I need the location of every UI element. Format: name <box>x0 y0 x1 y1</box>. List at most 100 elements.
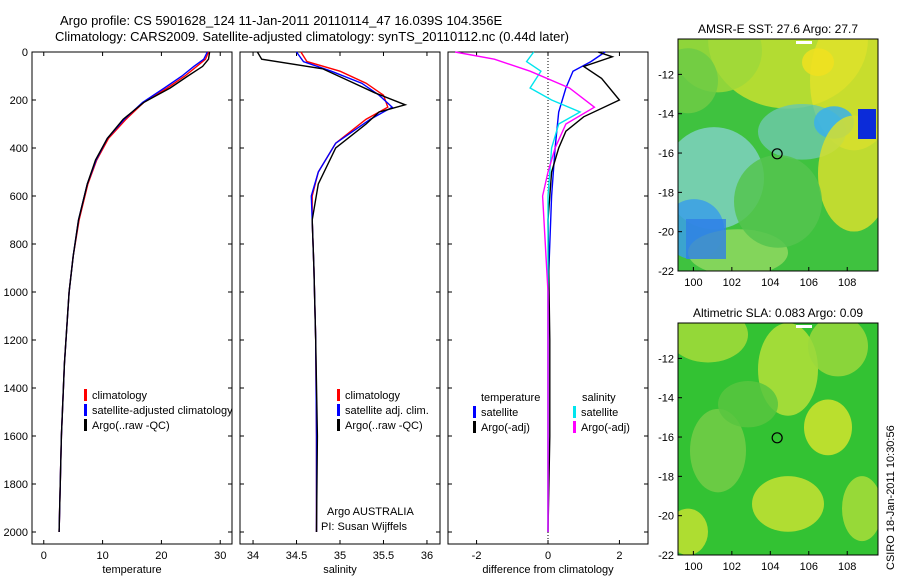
series-line-argo-raw-qc- <box>58 51 211 533</box>
x-tick-label: -2 <box>472 550 482 562</box>
series-line-salinity-argo-adj- <box>454 51 596 532</box>
field-region <box>808 323 868 377</box>
x-axis-label: salinity <box>323 564 357 576</box>
series-line-climatology <box>58 51 210 533</box>
y-tick-label: 1800 <box>4 479 28 491</box>
legend-label: Argo(-adj) <box>581 422 630 434</box>
legend-swatch <box>573 406 576 418</box>
field-region <box>678 323 748 363</box>
axes-frame <box>31 51 233 545</box>
x-tick-label: 108 <box>838 561 856 573</box>
salinity-profile: 34 34.5 35 35.5 36 salinity climatology satelli… <box>239 51 441 576</box>
y-tick-label: 2000 <box>4 527 28 539</box>
x-tick-label: 100 <box>684 561 702 573</box>
legend-swatch <box>84 419 87 431</box>
legend-header-temperature: temperature <box>481 392 540 404</box>
y-tick-label: -18 <box>658 187 674 199</box>
series-line-argo-raw-qc- <box>256 51 408 533</box>
legend-swatch <box>84 404 87 416</box>
map-frame <box>677 322 879 556</box>
land-marker <box>796 325 812 328</box>
x-tick-label: 108 <box>838 277 856 289</box>
field-region <box>718 381 778 428</box>
y-tick-label: -16 <box>658 148 674 160</box>
land-marker <box>796 41 812 44</box>
y-tick-label: -16 <box>658 432 674 444</box>
legend-label: satellite <box>581 407 618 419</box>
map-field <box>678 323 878 555</box>
x-tick-label: 104 <box>761 277 779 289</box>
legend-label: Argo(..raw -QC) <box>345 420 423 432</box>
legend-swatch <box>473 406 476 418</box>
y-tick-label: -18 <box>658 471 674 483</box>
y-tick-label: -12 <box>658 353 674 365</box>
x-tick-label: 104 <box>761 561 779 573</box>
y-tick-label: 0 <box>22 47 28 59</box>
map-title: AMSR-E SST: 27.6 Argo: 27.7 <box>698 22 858 36</box>
y-tick-label: 600 <box>10 191 28 203</box>
field-region <box>752 476 824 532</box>
y-tick-label: -20 <box>658 511 674 523</box>
x-tick-label: 0 <box>545 550 551 562</box>
y-tick-label: -22 <box>658 266 674 278</box>
legend-swatch <box>573 421 576 433</box>
field-region <box>802 48 834 77</box>
x-tick-label: 34 <box>247 550 259 562</box>
y-tick-label: 1000 <box>4 287 28 299</box>
field-region <box>678 48 718 114</box>
x-tick-label: 36 <box>421 550 433 562</box>
y-tick-label: -12 <box>658 69 674 81</box>
y-tick-label: -14 <box>658 109 674 121</box>
x-tick-label: 20 <box>155 550 167 562</box>
y-tick-label: -22 <box>658 550 674 562</box>
field-region <box>842 476 878 542</box>
y-tick-label: 1200 <box>4 335 28 347</box>
y-tick-label: 200 <box>10 95 28 107</box>
field-region <box>690 408 746 493</box>
field-region <box>804 399 852 456</box>
x-tick-label: 35 <box>334 550 346 562</box>
map-title: Altimetric SLA: 0.083 Argo: 0.09 <box>693 306 863 320</box>
y-tick-label: -20 <box>658 227 674 239</box>
sla-map: 100 102 104 106 108 -12 -14 -16 -18 -20 -22 Altimet… <box>658 306 879 573</box>
figure-title-line2: Climatology: CARS2009. Satellite-adjuste… <box>55 29 570 44</box>
legend-label: climatology <box>92 390 148 402</box>
series-line-temperature-satellite <box>547 51 606 532</box>
argo-position-marker <box>771 148 783 160</box>
x-tick-label: 34.5 <box>286 550 307 562</box>
x-tick-label: 106 <box>800 277 818 289</box>
x-tick-label: 102 <box>723 277 741 289</box>
legend-swatch <box>337 389 340 401</box>
series-line-satellite-adj-clim- <box>295 51 394 532</box>
legend-swatch <box>337 404 340 416</box>
map-frame <box>677 38 879 272</box>
figure-title-line1: Argo profile: CS 5901628_124 11-Jan-2011… <box>60 13 503 28</box>
legend-label: satellite <box>481 407 518 419</box>
map-field <box>678 39 878 271</box>
legend-swatch <box>473 421 476 433</box>
axes-frame <box>239 51 441 545</box>
y-tick-label: 800 <box>10 239 28 251</box>
legend-label: satellite adj. clim. <box>345 405 429 417</box>
x-tick-label: 102 <box>723 561 741 573</box>
field-region <box>818 115 878 232</box>
argo-position-marker <box>771 432 783 444</box>
temperature-profile: 0 10 20 30 0 200 400 600 800 1000 1200 1400 1600 1800… <box>4 47 234 576</box>
legend-swatch <box>337 419 340 431</box>
x-axis-label: difference from climatology <box>482 564 614 576</box>
x-tick-label: 30 <box>214 550 226 562</box>
x-axis-label: temperature <box>102 564 161 576</box>
legend-swatch <box>84 389 87 401</box>
y-tick-label: 400 <box>10 143 28 155</box>
field-region <box>678 508 708 555</box>
pi-note: PI: Susan Wijffels <box>321 521 407 533</box>
sst-map: 100 102 104 106 108 -12 -14 -16 -18 -20 -22 AMSR-E … <box>658 22 879 289</box>
y-tick-label: 1600 <box>4 431 28 443</box>
y-tick-label: 1400 <box>4 383 28 395</box>
legend-label: climatology <box>345 390 401 402</box>
x-tick-label: 100 <box>684 277 702 289</box>
argo-program-note: Argo AUSTRALIA <box>327 506 414 518</box>
legend-label: satellite-adjusted climatology <box>92 405 233 417</box>
